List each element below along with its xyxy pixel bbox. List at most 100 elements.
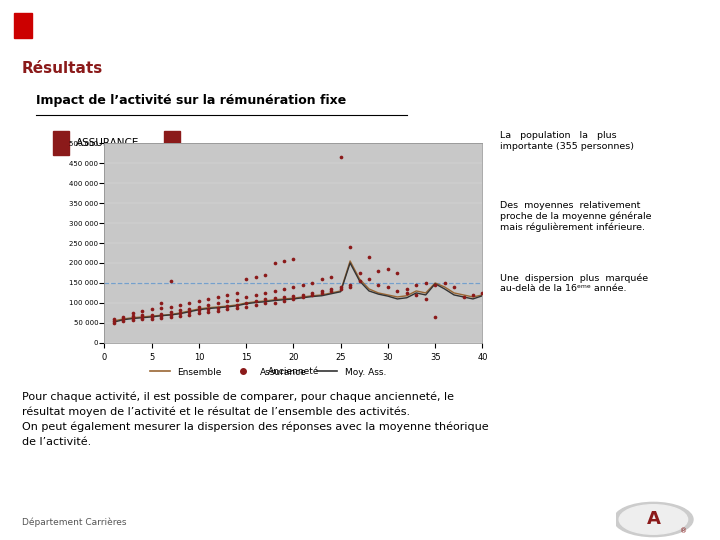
- Point: [146, 305, 158, 313]
- Point: [240, 302, 252, 311]
- Bar: [53, 131, 69, 156]
- Point: [156, 314, 167, 322]
- Point: [420, 279, 431, 287]
- Point: [269, 259, 280, 267]
- Point: [202, 307, 214, 316]
- Point: [382, 282, 394, 291]
- Point: [373, 267, 384, 275]
- Point: [193, 302, 204, 311]
- Text: I n s t i t u t   d e s   A c t u a i r e s: I n s t i t u t d e s A c t u a i r e s: [40, 20, 330, 30]
- X-axis label: Ancienneté: Ancienneté: [268, 367, 319, 376]
- Point: [127, 315, 138, 324]
- Point: [193, 296, 204, 305]
- Point: [259, 288, 271, 297]
- Text: 6: 6: [679, 11, 698, 39]
- Point: [288, 255, 300, 264]
- Point: [344, 281, 356, 289]
- Point: [354, 269, 365, 278]
- Point: [165, 302, 176, 311]
- Point: [146, 310, 158, 319]
- Point: [477, 288, 488, 297]
- Text: Impact de l’activité sur la rémunération fixe: Impact de l’activité sur la rémunération…: [36, 94, 346, 107]
- Point: [165, 310, 176, 319]
- Point: [401, 285, 413, 293]
- Point: [193, 306, 204, 314]
- Point: [108, 315, 120, 323]
- Point: [184, 307, 195, 316]
- Point: [156, 303, 167, 312]
- Point: [288, 295, 300, 303]
- Point: [146, 315, 158, 323]
- Text: La   population   la   plus
importante (355 personnes): La population la plus importante (355 pe…: [500, 131, 634, 151]
- Point: [184, 299, 195, 307]
- Point: [392, 269, 403, 278]
- Point: [364, 253, 375, 261]
- Point: [212, 303, 224, 312]
- Point: [410, 281, 422, 289]
- Point: [297, 291, 309, 299]
- Point: [174, 312, 186, 320]
- Point: [156, 299, 167, 307]
- Point: [250, 301, 261, 309]
- Point: [174, 306, 186, 314]
- Point: [410, 291, 422, 299]
- Text: Pour chaque activité, il est possible de comparer, pour chaque ancienneté, le
ré: Pour chaque activité, il est possible de…: [22, 392, 488, 447]
- Point: [316, 275, 328, 284]
- Point: [202, 295, 214, 303]
- Point: [136, 310, 148, 319]
- Point: [278, 285, 289, 293]
- Point: [335, 285, 346, 293]
- Point: [165, 276, 176, 285]
- Point: [373, 281, 384, 289]
- Point: [108, 316, 120, 325]
- Point: [325, 285, 337, 293]
- Text: A: A: [647, 510, 660, 528]
- Point: [117, 313, 129, 321]
- Point: [278, 256, 289, 265]
- Point: [174, 301, 186, 309]
- Point: [316, 287, 328, 295]
- Point: [127, 313, 138, 322]
- Point: [231, 295, 243, 304]
- Point: [240, 275, 252, 284]
- Point: [202, 305, 214, 313]
- Point: [429, 281, 441, 289]
- Point: [316, 288, 328, 297]
- Point: [259, 299, 271, 307]
- Point: [420, 295, 431, 303]
- Point: [222, 296, 233, 305]
- Point: [136, 315, 148, 323]
- Point: [222, 305, 233, 313]
- Point: [184, 310, 195, 319]
- Text: Résultats: Résultats: [22, 61, 103, 76]
- Circle shape: [619, 505, 688, 534]
- Point: [146, 313, 158, 321]
- Point: [297, 281, 309, 289]
- Point: [117, 315, 129, 323]
- Point: [269, 294, 280, 302]
- Point: [467, 291, 479, 299]
- Point: [325, 287, 337, 295]
- Point: [165, 313, 176, 321]
- Point: [231, 301, 243, 309]
- Point: [278, 296, 289, 305]
- Point: [344, 282, 356, 291]
- Point: [212, 299, 224, 307]
- Point: [325, 273, 337, 281]
- Bar: [14, 12, 32, 38]
- Point: [278, 293, 289, 301]
- Circle shape: [613, 502, 693, 537]
- Point: [231, 288, 243, 297]
- Point: [288, 282, 300, 291]
- Point: [136, 307, 148, 315]
- Point: [429, 313, 441, 321]
- Point: [136, 313, 148, 321]
- Point: [439, 279, 451, 287]
- Point: [382, 265, 394, 273]
- Point: [193, 309, 204, 318]
- Point: [156, 309, 167, 318]
- Text: Une  dispersion  plus  marquée
au-delà de la 16ᵉᵐᵉ année.: Une dispersion plus marquée au-delà de l…: [500, 273, 649, 293]
- Point: [259, 271, 271, 279]
- Text: Des  moyennes  relativement
proche de la moyenne générale
mais régulièrement inf: Des moyennes relativement proche de la m…: [500, 201, 652, 232]
- Point: [449, 282, 460, 291]
